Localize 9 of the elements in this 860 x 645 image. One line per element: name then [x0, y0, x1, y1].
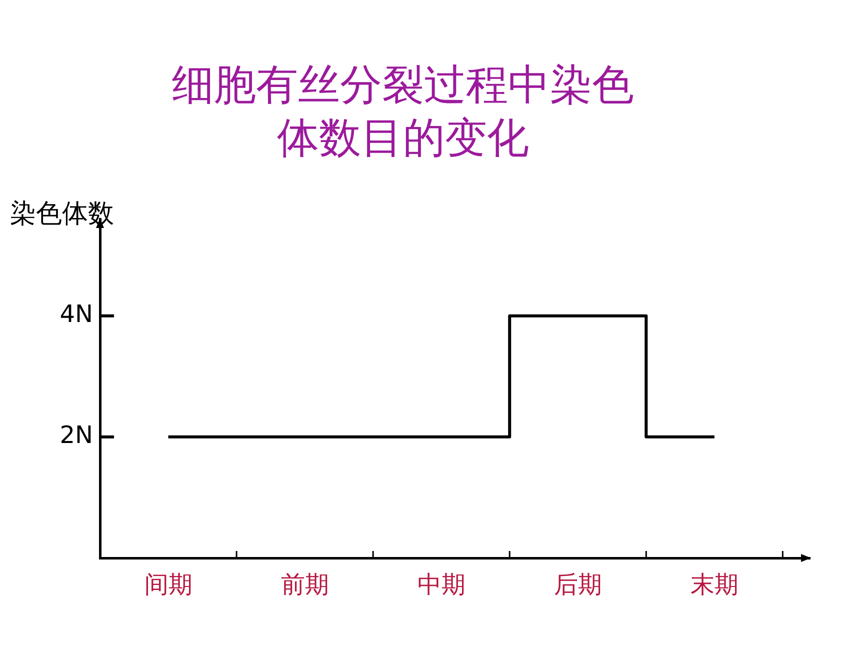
y-tick-label: 4N [60, 300, 93, 328]
x-tick-label: 间期 [144, 570, 192, 599]
x-tick-label: 中期 [417, 570, 466, 599]
y-tick-label: 2N [60, 421, 93, 450]
x-tick-label: 后期 [554, 570, 602, 599]
x-tick-label: 末期 [690, 570, 738, 599]
y-axis-title: 染色体数 [10, 198, 114, 230]
chart-title: 细胞有丝分裂过程中染色体数目的变化 [171, 59, 635, 164]
x-tick-label: 前期 [280, 570, 329, 599]
